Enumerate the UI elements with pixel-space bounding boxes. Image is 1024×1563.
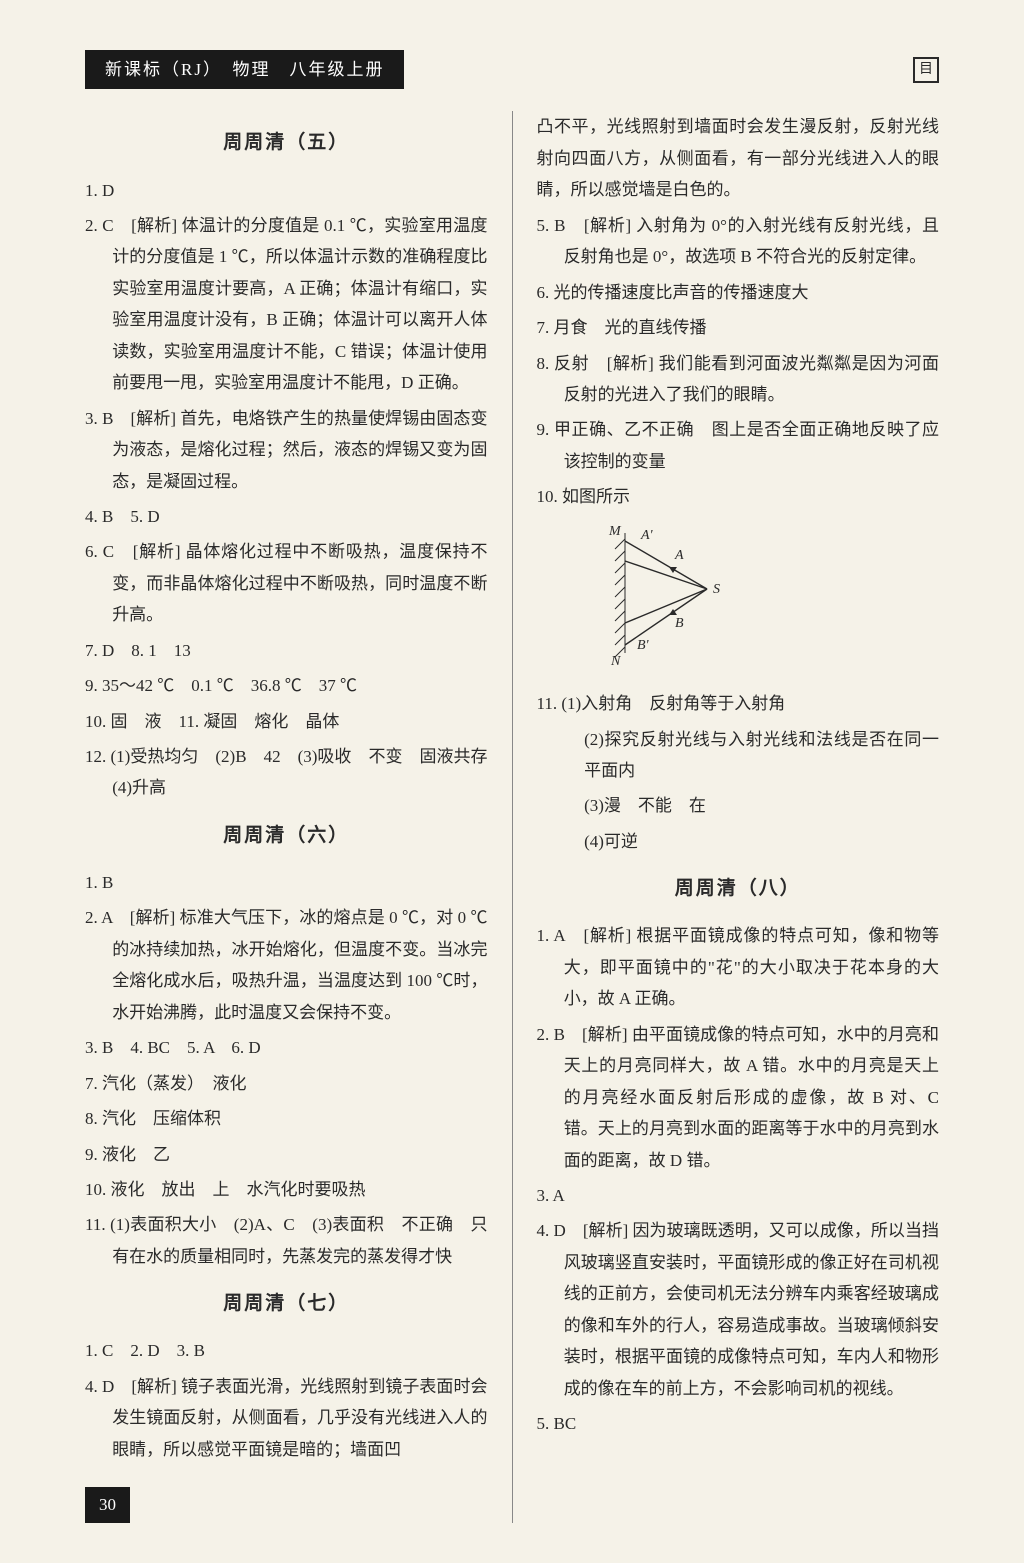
answer-item: 11. (1)入射角 反射角等于入射角 [537,688,940,719]
answer-item: 10. 固 液 11. 凝固 熔化 晶体 [85,706,488,737]
answer-item: 6. 光的传播速度比声音的传播速度大 [537,277,940,308]
svg-text:M: M [608,524,622,539]
answer-item: 1. A [解析] 根据平面镜成像的特点可知，像和物等大，即平面镜中的"花"的大… [537,920,940,1014]
svg-text:S: S [713,582,720,597]
section-title-6: 周周清（六） [85,818,488,853]
diagram-svg: M A' A S B B' N [607,523,757,668]
answer-item: 12. (1)受热均匀 (2)B 42 (3)吸收 不变 固液共存 (4)升高 [85,741,488,804]
answer-item: 10. 液化 放出 上 水汽化时要吸热 [85,1174,488,1205]
answer-item: 7. 月食 光的直线传播 [537,312,940,343]
answer-item: 2. B [解析] 由平面镜成像的特点可知，水中的月亮和天上的月亮同样大，故 A… [537,1019,940,1176]
answer-item: 8. 汽化 压缩体积 [85,1103,488,1134]
answer-item: 2. A [解析] 标准大气压下，冰的熔点是 0 ℃，对 0 ℃的冰持续加热，冰… [85,902,488,1028]
page-number-box: 30 [85,1469,488,1522]
answer-subitem: (4)可逆 [537,826,940,857]
answer-item: 7. D 8. 1 13 [85,635,488,666]
answer-item: 9. 35～42 ℃ 0.1 ℃ 36.8 ℃ 37 ℃ [85,670,488,701]
answer-item: 1. C 2. D 3. B [85,1335,488,1366]
answer-item: 8. 反射 [解析] 我们能看到河面波光粼粼是因为河面反射的光进入了我们的眼睛。 [537,348,940,411]
answer-item: 4. D [解析] 镜子表面光滑，光线照射到镜子表面时会发生镜面反射，从侧面看，… [85,1371,488,1465]
section-title-5: 周周清（五） [85,125,488,160]
page-header: 新课标（RJ） 物理 八年级上册 目 [85,50,939,89]
header-logo-icon: 目 [913,57,939,83]
answer-item: 4. B 5. D [85,501,488,532]
svg-text:A: A [674,548,684,563]
column-divider [512,111,513,1522]
answer-subitem: (3)漫 不能 在 [537,790,940,821]
answer-item: 2. C [解析] 体温计的分度值是 0.1 ℃，实验室用温度计的分度值是 1 … [85,210,488,399]
header-title: 新课标（RJ） 物理 八年级上册 [85,50,404,89]
answer-item: 3. A [537,1180,940,1211]
left-column: 周周清（五） 1. D 2. C [解析] 体温计的分度值是 0.1 ℃，实验室… [85,111,488,1522]
answer-item: 3. B 4. BC 5. A 6. D [85,1032,488,1063]
section-title-7: 周周清（七） [85,1286,488,1321]
right-column: 凸不平，光线照射到墙面时会发生漫反射，反射光线射向四面八方，从侧面看，有一部分光… [537,111,940,1522]
answer-item: 5. B [解析] 入射角为 0°的入射光线有反射光线，且反射角也是 0°，故选… [537,210,940,273]
svg-text:A': A' [640,528,654,543]
answer-item: 4. D [解析] 因为玻璃既透明，又可以成像，所以当挡风玻璃竖直安装时，平面镜… [537,1215,940,1404]
answer-item: 6. C [解析] 晶体熔化过程中不断吸热，温度保持不变，而非晶体熔化过程中不断… [85,536,488,630]
section-title-8: 周周清（八） [537,871,940,906]
svg-text:B: B [675,616,684,631]
answer-item: 1. B [85,867,488,898]
answer-item: 9. 液化 乙 [85,1139,488,1170]
reflection-diagram: M A' A S B B' N [607,523,940,678]
svg-text:N: N [610,654,621,668]
answer-item: 5. BC [537,1408,940,1439]
content-columns: 周周清（五） 1. D 2. C [解析] 体温计的分度值是 0.1 ℃，实验室… [85,111,939,1522]
answer-subitem: (2)探究反射光线与入射光线和法线是否在同一平面内 [537,724,940,787]
page-number: 30 [85,1487,130,1522]
answer-item: 1. D [85,175,488,206]
answer-item: 9. 甲正确、乙不正确 图上是否全面正确地反映了应该控制的变量 [537,414,940,477]
svg-text:B': B' [637,638,650,653]
answer-item: 凸不平，光线照射到墙面时会发生漫反射，反射光线射向四面八方，从侧面看，有一部分光… [537,111,940,205]
answer-item: 11. (1)表面积大小 (2)A、C (3)表面积 不正确 只有在水的质量相同… [85,1209,488,1272]
answer-item: 3. B [解析] 首先，电烙铁产生的热量使焊锡由固态变为液态，是熔化过程；然后… [85,403,488,497]
answer-item: 7. 汽化（蒸发） 液化 [85,1068,488,1099]
answer-item: 10. 如图所示 [537,481,940,512]
